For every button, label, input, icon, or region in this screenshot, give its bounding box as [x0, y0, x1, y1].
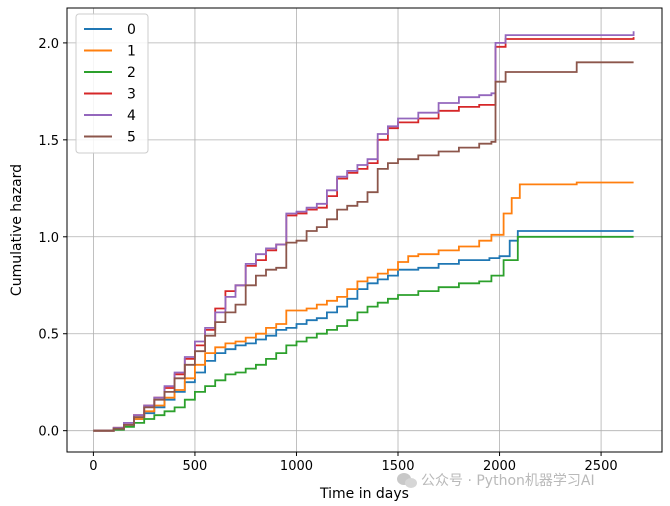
y-tick-label: 1.5	[38, 134, 59, 149]
x-tick-label: 1000	[280, 459, 313, 474]
x-axis-ticks: 0 500 1000 1500 2000 2500	[89, 452, 618, 474]
x-tick-label: 500	[183, 459, 208, 474]
series-line-3	[93, 37, 635, 432]
y-tick-label: 0.5	[38, 328, 59, 343]
legend-label-4: 4	[127, 108, 136, 124]
series-line-4	[93, 31, 635, 432]
series-line-2	[93, 235, 634, 432]
y-axis-label: Cumulative hazard	[9, 164, 25, 296]
legend-label-2: 2	[127, 65, 136, 81]
series-line-5	[93, 61, 634, 432]
x-tick-label: 1500	[381, 459, 414, 474]
legend-label-3: 3	[127, 87, 136, 103]
series-line-0	[93, 230, 634, 432]
x-tick-label: 2000	[483, 459, 516, 474]
plot-frame	[66, 7, 663, 453]
y-tick-label: 1.0	[38, 231, 59, 246]
x-tick-label: 2500	[585, 459, 618, 474]
grid-lines	[67, 8, 662, 452]
x-tick-label: 0	[89, 459, 97, 474]
y-tick-label: 0.0	[38, 425, 59, 440]
series-line-1	[93, 181, 634, 432]
legend-box	[75, 13, 149, 154]
legend-label-5: 5	[127, 130, 136, 146]
legend-label-1: 1	[127, 44, 136, 60]
x-axis-label: Time in days	[319, 486, 409, 502]
y-tick-label: 2.0	[38, 37, 59, 52]
watermark: 公众号 · Python机器学习AI	[397, 473, 595, 489]
legend: 0 1 2 3 4 5	[75, 13, 149, 154]
wechat-icon	[397, 473, 417, 488]
plot-lines	[93, 31, 635, 432]
y-axis-ticks: 0.0 0.5 1.0 1.5 2.0	[38, 37, 67, 440]
legend-label-0: 0	[127, 22, 136, 38]
watermark-text: 公众号 · Python机器学习AI	[421, 473, 595, 489]
